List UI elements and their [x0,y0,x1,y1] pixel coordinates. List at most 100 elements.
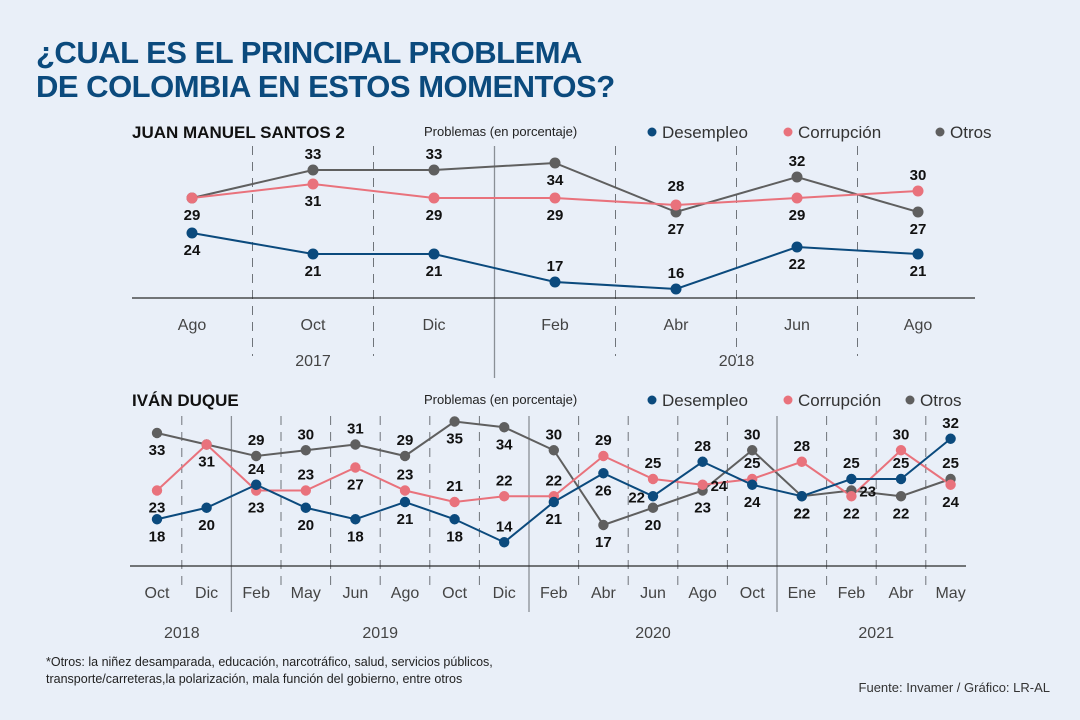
chart-santos: JUAN MANUEL SANTOS 2 Problemas (en porcen… [132,123,992,378]
data-label-corrupcion: 21 [446,478,463,495]
data-point-otros [912,206,924,218]
x-tick-label: Oct [442,585,467,602]
data-point-otros [300,445,311,456]
data-point-otros [151,427,163,439]
data-label-corrupcion: 29 [789,207,806,224]
data-point-desempleo [912,248,924,260]
legend-label: Corrupción [798,391,881,410]
data-point-desempleo [598,468,609,479]
data-point-otros [449,416,460,427]
data-label-otros: 30 [744,426,761,443]
data-label-desempleo: 22 [628,489,645,506]
data-label-otros: 30 [545,426,562,443]
year-label: 2017 [295,353,331,370]
legend-item-desempleo: Desempleo [647,123,748,142]
x-tick-label: Ene [788,585,817,602]
data-point-corrupcion [796,456,807,467]
main-title-line-1: ¿CUAL ES EL PRINCIPAL PROBLEMA [36,35,582,70]
data-label-otros: 34 [496,436,513,453]
data-point-corrupcion [670,199,682,211]
x-tick-label: Jun [343,585,369,602]
data-label-corrupcion: 23 [149,500,166,517]
x-tick-label: Feb [838,585,866,602]
data-label-otros: 27 [668,221,685,238]
data-label-corrupcion: 22 [496,472,513,489]
x-tick-label: Jun [640,585,666,602]
data-label-desempleo: 18 [347,528,364,545]
data-label-otros: 23 [694,500,711,517]
data-label-corrupcion: 23 [248,500,265,517]
x-tick-label: May [935,585,965,602]
data-point-otros [428,164,440,176]
footnote-line-2: transporte/carreteras,la polarización, m… [46,672,463,686]
year-label: 2018 [164,625,200,642]
data-point-corrupcion [201,439,212,450]
x-tick-label: Feb [242,585,270,602]
data-label-corrupcion: 29 [184,207,201,224]
data-label-otros: 22 [893,505,910,522]
data-label-desempleo: 20 [198,517,215,534]
data-label-otros: 29 [397,432,414,449]
data-point-desempleo [670,283,682,295]
data-point-corrupcion [791,192,803,204]
footnote-line-1: *Otros: la niñez desamparada, educación,… [46,655,493,669]
data-point-desempleo [945,433,956,444]
data-label-otros: 20 [645,517,662,534]
data-label-otros: 23 [859,484,876,501]
x-tick-label: Abr [889,585,915,602]
x-tick-label: Abr [664,317,690,334]
data-point-desempleo [548,496,559,508]
data-point-desempleo [796,491,807,502]
data-label-otros: 33 [149,442,166,459]
data-point-desempleo [186,227,198,239]
data-point-corrupcion [846,491,857,502]
data-label-corrupcion: 24 [711,478,728,495]
data-label-corrupcion: 30 [893,426,910,443]
data-point-otros [548,445,559,456]
legend-label: Otros [920,391,962,410]
data-point-otros [598,519,609,531]
data-point-desempleo [350,514,361,525]
data-point-desempleo [251,479,262,490]
panel-subtitle: Problemas (en porcentaje) [424,392,577,407]
data-label-desempleo: 21 [545,511,562,528]
data-point-corrupcion [499,491,510,502]
legend-item-otros: Otros [935,123,992,142]
data-label-corrupcion: 31 [305,193,322,210]
data-label-desempleo: 24 [184,242,201,259]
data-label-otros: 22 [793,505,810,522]
panel-title: JUAN MANUEL SANTOS 2 [132,123,345,142]
data-point-otros [895,491,907,502]
x-tick-label: Feb [541,317,569,334]
data-point-corrupcion [647,473,659,485]
data-label-otros: 29 [248,432,265,449]
panel-title: IVÁN DUQUE [132,391,239,410]
year-label: 2018 [719,353,755,370]
data-point-otros [251,450,262,462]
data-point-desempleo [201,502,212,513]
data-label-corrupcion: 24 [942,494,959,511]
data-label-corrupcion: 23 [397,467,414,484]
legend-item-corrupcion: Corrupción [783,391,881,410]
data-point-desempleo [428,248,440,260]
legend-marker-icon [935,127,945,137]
data-label-desempleo: 21 [397,511,414,528]
data-label-corrupcion: 28 [668,178,685,195]
data-point-otros [499,422,510,433]
data-label-desempleo: 25 [893,455,910,472]
data-point-otros [747,445,758,456]
data-label-desempleo: 22 [793,505,810,522]
x-tick-label: Dic [195,585,218,602]
data-point-corrupcion [151,485,163,496]
data-point-corrupcion [399,485,411,496]
data-label-desempleo: 32 [942,415,959,432]
data-point-otros [399,450,411,462]
data-label-corrupcion: 23 [297,467,314,484]
data-label-corrupcion: 29 [426,207,443,224]
data-label-corrupcion: 29 [547,207,564,224]
data-label-desempleo: 16 [668,265,685,282]
data-point-desempleo [549,276,561,288]
data-point-corrupcion [307,178,319,190]
data-label-desempleo: 24 [744,494,761,511]
